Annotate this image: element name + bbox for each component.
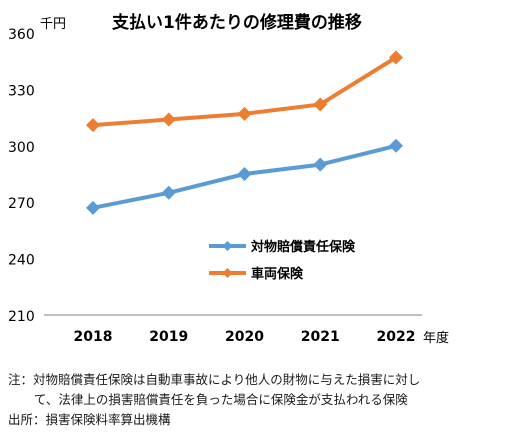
source-note: 出所：損害保険料率算出機構 xyxy=(8,412,171,427)
x-tick-label: 2019 xyxy=(149,329,188,345)
y-tick-label: 330 xyxy=(8,83,35,99)
x-tick-label: 2021 xyxy=(301,329,340,345)
footnote-line-1: 注：対物賠償責任保険は自動車事故により他人の財物に与えた損害に対し xyxy=(8,372,421,387)
footnote-line-2: て、法律上の損害賠償責任を負った場合に保険金が支払われる保険 xyxy=(34,392,408,407)
line-chart: 千円 支払い1件あたりの修理費の推移 年度 360 330 300 270 240 210… xyxy=(8,12,449,346)
y-tick-label: 240 xyxy=(8,253,35,269)
data-point xyxy=(237,106,252,121)
y-tick-label: 210 xyxy=(8,309,35,325)
legend-marker xyxy=(222,268,233,278)
x-tick-label: 2022 xyxy=(377,329,416,345)
y-tick-label: 300 xyxy=(8,140,35,156)
legend-marker xyxy=(222,241,233,251)
chart-container: 千円 支払い1件あたりの修理費の推移 年度 360 330 300 270 240 210… xyxy=(8,12,449,346)
x-axis-title: 年度 xyxy=(423,330,449,346)
chart-title: 支払い1件あたりの修理費の推移 xyxy=(112,12,362,33)
y-tick-label: 360 xyxy=(8,27,35,43)
data-point xyxy=(161,185,176,200)
data-point xyxy=(313,157,328,172)
y-tick-label: 270 xyxy=(8,196,35,212)
unit-label: 千円 xyxy=(40,17,66,32)
data-point xyxy=(86,118,100,133)
data-point xyxy=(86,200,100,215)
data-point xyxy=(237,167,252,181)
data-point xyxy=(389,138,403,153)
x-tick-label: 2018 xyxy=(74,329,113,345)
legend-label: 車両保険 xyxy=(251,266,304,282)
data-point xyxy=(389,50,403,65)
legend-label: 対物賠償責任保険 xyxy=(250,239,356,255)
x-tick-label: 2020 xyxy=(225,329,264,345)
data-point xyxy=(161,112,176,127)
data-point xyxy=(313,97,328,112)
